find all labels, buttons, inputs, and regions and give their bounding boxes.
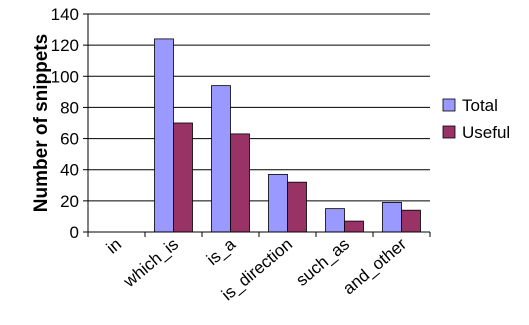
y-axis-title: Number of snippets <box>31 34 52 212</box>
y-tick-labels: 0 20 40 60 80 100 120 140 <box>51 5 79 242</box>
bar-total-which_is <box>154 38 174 233</box>
bar-total-is_direction <box>268 173 288 233</box>
bar-total-and_other <box>382 202 402 233</box>
legend-label-useful: Useful <box>462 123 510 142</box>
gridlines <box>83 13 431 237</box>
y-tick-label: 0 <box>70 223 79 242</box>
bar-useful-such_as <box>344 220 364 233</box>
x-category-label: in <box>103 235 125 258</box>
legend: Total Useful <box>437 92 527 156</box>
legend-swatch-useful <box>442 125 456 139</box>
legend-label-total: Total <box>462 96 498 115</box>
bar-useful-is_direction <box>287 181 307 233</box>
x-category-label: and_other <box>339 234 410 298</box>
y-tick-label: 140 <box>51 5 79 24</box>
bar-useful-which_is <box>173 122 193 233</box>
y-tick-label: 60 <box>60 130 79 149</box>
x-category-label: is_a <box>203 234 240 269</box>
y-tick-label: 120 <box>51 36 79 55</box>
y-tick-label: 20 <box>60 192 79 211</box>
bar-total-is_a <box>211 85 231 233</box>
bar-useful-is_a <box>230 133 250 233</box>
bar-total-such_as <box>325 208 345 233</box>
legend-swatch-total <box>442 98 456 112</box>
bars <box>154 38 421 233</box>
axes <box>87 14 430 233</box>
y-tick-label: 40 <box>60 161 79 180</box>
y-tick-label: 100 <box>51 67 79 86</box>
x-category-label: which_is <box>119 235 182 292</box>
bar-useful-and_other <box>401 209 421 233</box>
y-tick-label: 80 <box>60 98 79 117</box>
